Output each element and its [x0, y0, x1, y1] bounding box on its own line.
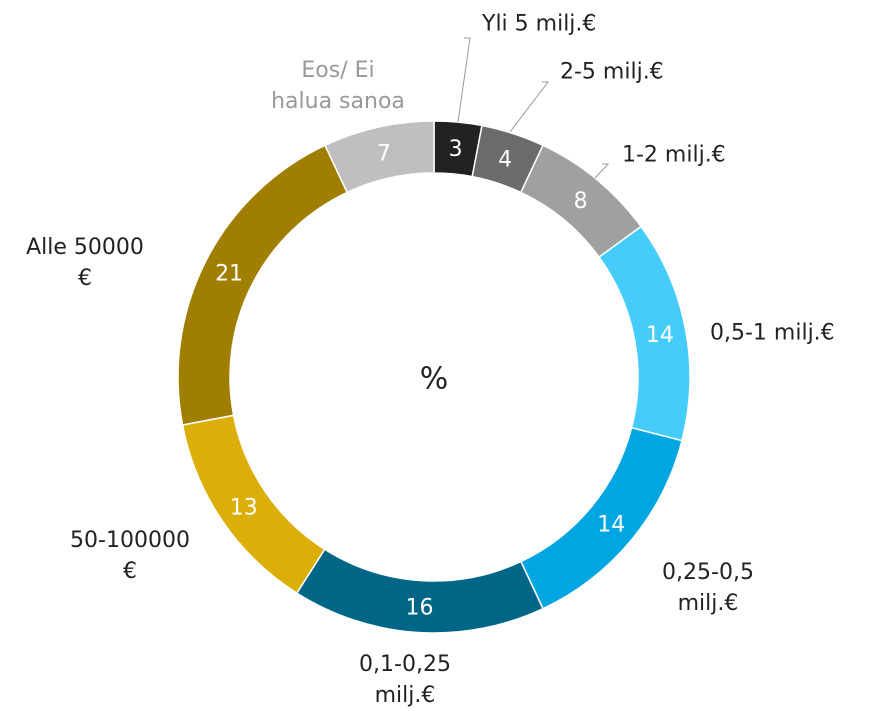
leader-line	[457, 37, 471, 123]
category-label: 2-5 milj.€	[560, 59, 664, 85]
category-label: 0,5-1 milj.€	[710, 320, 835, 346]
category-label: Yli 5 milj.€	[482, 11, 597, 37]
value-label: 14	[597, 513, 625, 538]
value-label: 4	[498, 147, 512, 172]
category-label: Alle 50000 €	[26, 235, 144, 291]
center-label: %	[420, 362, 449, 397]
value-label: 7	[377, 142, 391, 167]
leader-line	[509, 81, 550, 133]
donut-segment	[177, 144, 349, 426]
category-label: 0,25-0,5 milj.€	[662, 560, 754, 616]
donut-segment	[324, 120, 435, 194]
value-label: 8	[574, 189, 588, 214]
value-label: 21	[215, 262, 243, 287]
donut-segment	[597, 225, 691, 442]
category-label: Eos/ Ei halua sanoa	[271, 58, 405, 114]
leader-line	[594, 163, 610, 179]
category-label: 1-2 milj.€	[622, 142, 726, 168]
category-label: 50-100000 €	[70, 528, 190, 584]
value-label: 13	[230, 495, 258, 520]
value-label: 14	[646, 323, 674, 348]
category-label: 0,1-0,25 milj.€	[359, 652, 451, 708]
value-label: 3	[449, 137, 463, 162]
value-label: 16	[406, 596, 434, 621]
